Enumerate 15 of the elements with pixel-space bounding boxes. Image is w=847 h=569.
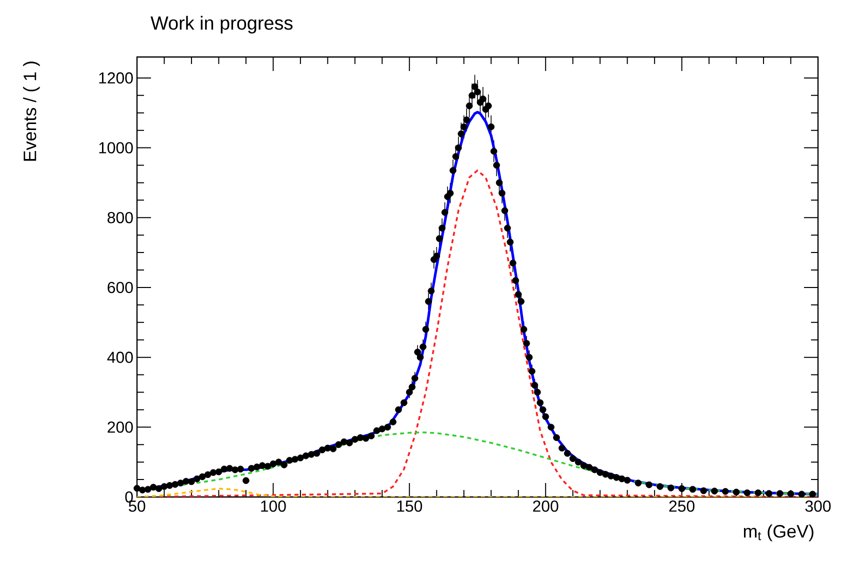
y-tick-label: 600 xyxy=(108,282,133,294)
y-tick-label: 200 xyxy=(108,422,133,433)
x-tick-label: 200 xyxy=(533,500,558,512)
x-tick-label: 50 xyxy=(128,500,146,512)
chart-title: Work in progress xyxy=(150,16,293,34)
y-tick-label: 800 xyxy=(108,212,133,224)
x-tick-label: 250 xyxy=(669,500,694,512)
x-tick-label: 150 xyxy=(397,500,422,512)
x-tick-label: 300 xyxy=(805,500,831,512)
y-tick-label: 400 xyxy=(107,352,133,363)
y-tick-label: 1000 xyxy=(99,142,133,154)
x-axis-title: m$_{t}$ (GeV) xyxy=(744,524,814,542)
x-tick-label: 100 xyxy=(261,500,286,512)
y-tick-label: 1200 xyxy=(99,72,133,84)
y-axis-title: Events / ( 1 ) xyxy=(23,62,40,161)
